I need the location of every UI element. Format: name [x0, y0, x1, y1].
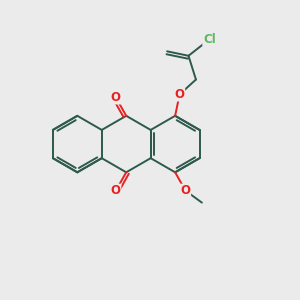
Text: O: O: [175, 88, 184, 101]
Text: O: O: [111, 91, 121, 104]
Text: O: O: [181, 184, 190, 197]
Text: O: O: [111, 184, 121, 197]
Text: Cl: Cl: [203, 33, 216, 46]
